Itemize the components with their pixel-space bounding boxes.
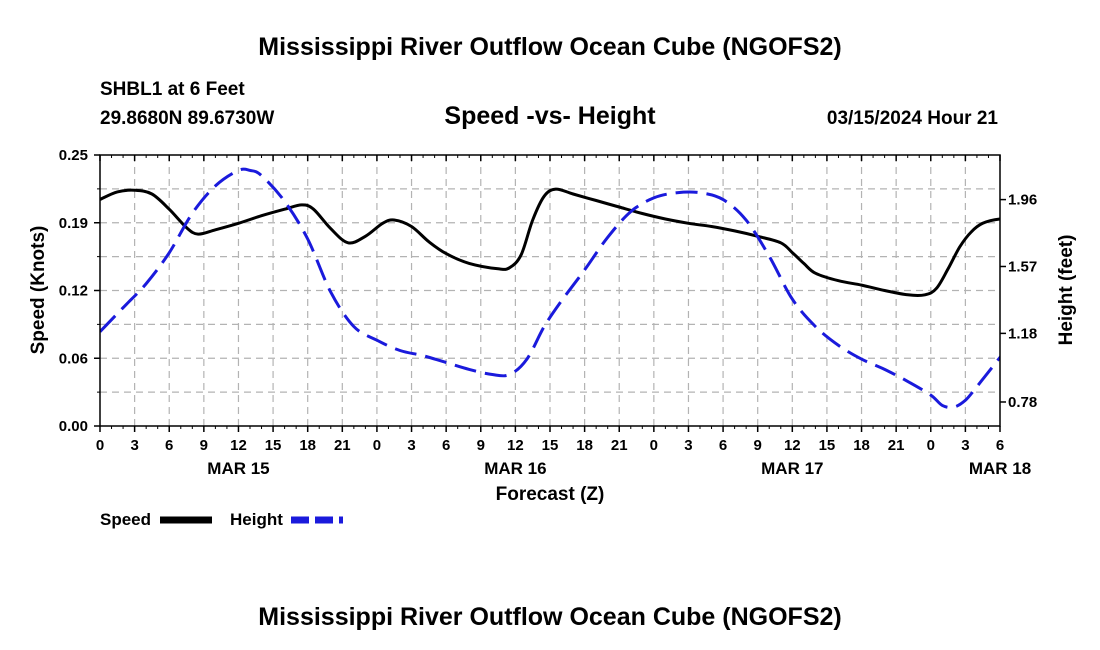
x-tick-label: 3 [961, 437, 969, 454]
x-tick-label: 9 [477, 437, 485, 454]
x-tick-label: 6 [996, 437, 1004, 454]
y-right-tick-label: 0.78 [1008, 394, 1037, 411]
legend: Speed Height [100, 510, 343, 529]
y-left-tick-label: 0.25 [59, 147, 88, 164]
x-day-label: MAR 15 [207, 459, 269, 478]
x-tick-label: 18 [853, 437, 870, 454]
x-tick-label: 3 [130, 437, 138, 454]
x-tick-label: 6 [719, 437, 727, 454]
y-left-tick-label: 0.06 [59, 350, 88, 367]
x-tick-label: 18 [299, 437, 316, 454]
x-tick-label: 21 [888, 437, 905, 454]
x-tick-label: 9 [754, 437, 762, 454]
x-tick-label: 3 [684, 437, 692, 454]
x-tick-label: 9 [200, 437, 208, 454]
series-line-speed [100, 187, 1000, 298]
x-day-label: MAR 17 [761, 459, 823, 478]
legend-speed-label: Speed [100, 510, 151, 529]
grid [100, 155, 1000, 426]
x-tick-label: 3 [407, 437, 415, 454]
y-right-tick-label: 1.57 [1008, 258, 1037, 275]
x-tick-label: 0 [96, 437, 104, 454]
y-left-tick-label: 0.19 [59, 215, 88, 232]
series-layer [100, 167, 1000, 409]
x-axis-label: Forecast (Z) [496, 484, 605, 505]
x-tick-label: 12 [507, 437, 524, 454]
x-tick-label: 21 [611, 437, 628, 454]
x-tick-label: 12 [784, 437, 801, 454]
x-tick-label: 21 [334, 437, 351, 454]
station-label: SHBL1 at 6 Feet [100, 79, 245, 100]
x-tick-label: 0 [373, 437, 381, 454]
location-label: 29.8680N 89.6730W [100, 108, 274, 129]
legend-height-label: Height [230, 510, 283, 529]
x-tick-label: 0 [650, 437, 658, 454]
x-tick-label: 15 [542, 437, 559, 454]
x-tick-label: 6 [442, 437, 450, 454]
x-tick-label: 15 [819, 437, 836, 454]
x-tick-label: 12 [230, 437, 247, 454]
x-tick-label: 15 [265, 437, 282, 454]
x-day-label: MAR 16 [484, 459, 546, 478]
footer-title: Mississippi River Outflow Ocean Cube (NG… [258, 603, 841, 631]
y-axis-label-right: Height (feet) [1056, 235, 1077, 346]
y-axis-label-left: Speed (Knots) [28, 226, 49, 355]
chart-subtitle: Speed -vs- Height [444, 102, 656, 130]
y-left-tick-label: 0.00 [59, 418, 88, 435]
axes: 0 3 6 9 12 15 18 21 0 3 6 9 12 15 18 21 0 3 6 9 12 15 18 21 0 3 6 M… [59, 147, 1037, 478]
datetime-label: 03/15/2024 Hour 21 [827, 108, 999, 129]
series-line-height [100, 167, 1000, 409]
x-tick-label: 0 [927, 437, 935, 454]
x-day-label: MAR 18 [969, 459, 1031, 478]
y-right-tick-label: 1.96 [1008, 192, 1037, 209]
y-left-tick-label: 0.12 [59, 283, 88, 300]
x-tick-label: 6 [165, 437, 173, 454]
chart-title: Mississippi River Outflow Ocean Cube (NG… [258, 33, 841, 61]
x-tick-label: 18 [576, 437, 593, 454]
y-right-tick-label: 1.18 [1008, 325, 1037, 342]
